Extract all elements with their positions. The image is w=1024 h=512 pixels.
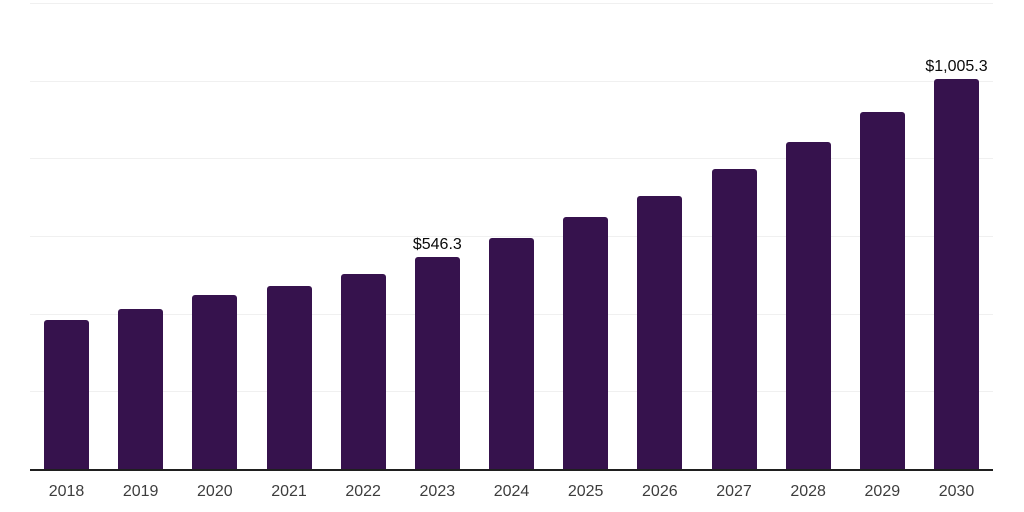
x-tick-2028: 2028 bbox=[790, 483, 826, 500]
x-tick-2020: 2020 bbox=[197, 483, 233, 500]
x-tick-2027: 2027 bbox=[716, 483, 752, 500]
x-tick-2021: 2021 bbox=[271, 483, 307, 500]
gridline-800 bbox=[30, 158, 993, 160]
x-axis-labels: 2018 2019 2020 2021 2022 2023 2024 2025 2026 2027… bbox=[30, 482, 993, 504]
plot-area: $546.3 $1,005.3 bbox=[30, 3, 993, 471]
bar-2021 bbox=[266, 286, 312, 469]
x-tick-2022: 2022 bbox=[345, 483, 381, 500]
x-tick-2026: 2026 bbox=[642, 483, 678, 500]
bar-2025 bbox=[563, 216, 609, 469]
gridline-1200 bbox=[30, 3, 993, 4]
bar-2018 bbox=[44, 319, 89, 469]
bar-2026 bbox=[637, 196, 683, 469]
bar-2028 bbox=[785, 142, 831, 469]
value-label-2030: $1,005.3 bbox=[925, 57, 988, 75]
x-tick-2019: 2019 bbox=[122, 483, 159, 500]
bar-2023 bbox=[414, 256, 460, 469]
x-tick-2023: 2023 bbox=[419, 483, 456, 500]
x-tick-2024: 2024 bbox=[493, 483, 530, 500]
bar-2019 bbox=[118, 308, 164, 469]
x-axis-line bbox=[30, 469, 993, 471]
gridline-600 bbox=[30, 236, 993, 237]
gridline-1000 bbox=[30, 80, 993, 82]
bar-2027 bbox=[711, 168, 757, 469]
value-label-2023: $546.3 bbox=[412, 235, 462, 253]
bar-2020 bbox=[192, 294, 238, 469]
bar-2030 bbox=[934, 78, 979, 469]
x-tick-2018: 2018 bbox=[48, 483, 85, 500]
bar-2024 bbox=[489, 237, 534, 469]
bar-2022 bbox=[340, 273, 386, 469]
x-tick-2025: 2025 bbox=[567, 483, 604, 500]
x-tick-2029: 2029 bbox=[864, 483, 901, 500]
x-tick-2030: 2030 bbox=[938, 483, 975, 500]
bar-2029 bbox=[859, 111, 905, 469]
